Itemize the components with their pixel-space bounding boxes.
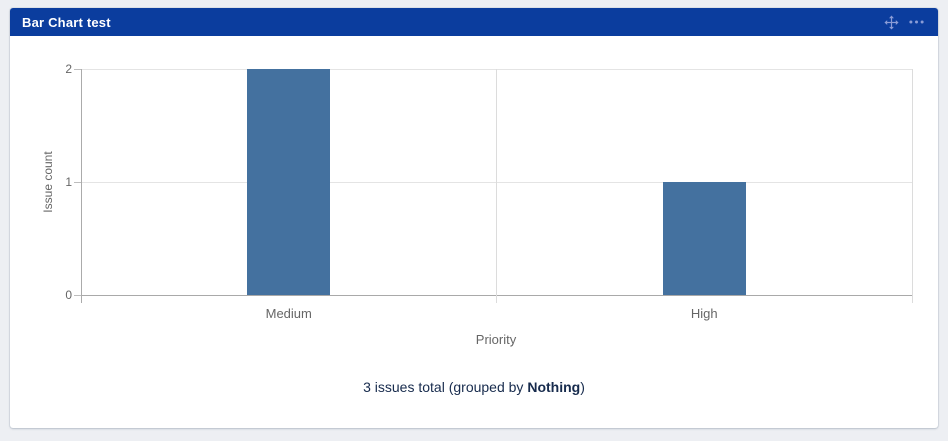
bar-chart: 0 1 2 Medium High	[10, 8, 938, 428]
bar-medium[interactable]	[247, 69, 331, 295]
gadget-card: Bar Chart test 0 1 2 Medium High Issue count…	[10, 8, 938, 428]
y-tick-label: 2	[65, 62, 72, 76]
y-axis-line	[80, 69, 82, 303]
x-boundary-line	[496, 69, 497, 303]
y-tick-label: 1	[65, 175, 72, 189]
x-tick-label: High	[690, 306, 718, 321]
x-axis-title: Priority	[475, 332, 517, 347]
y-axis-title: Issue count	[41, 151, 55, 213]
summary-suffix: )	[580, 379, 585, 395]
y-tick-mark	[74, 294, 81, 296]
move-icon[interactable]	[884, 14, 899, 30]
bar-high[interactable]	[662, 182, 746, 295]
y-tick-mark	[74, 181, 81, 183]
summary-group-by: Nothing	[527, 379, 581, 395]
x-boundary-line	[911, 69, 913, 303]
y-tick-mark	[74, 68, 81, 70]
gadget-title: Bar Chart test	[22, 14, 111, 30]
gadget-header: Bar Chart test	[10, 8, 938, 36]
summary-prefix: 3 issues total (grouped by	[363, 379, 528, 395]
y-tick-label: 0	[65, 288, 72, 302]
x-tick-label: Medium	[265, 306, 312, 321]
more-options-icon[interactable]	[909, 20, 924, 24]
chart-summary: 3 issues total (grouped by Nothing)	[10, 379, 938, 396]
